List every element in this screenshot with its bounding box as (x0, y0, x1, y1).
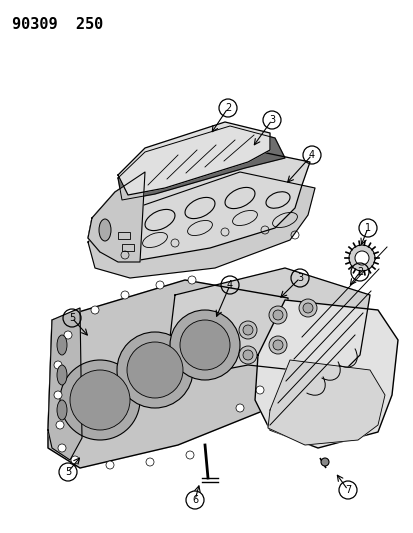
Polygon shape (88, 148, 309, 260)
Circle shape (354, 251, 368, 265)
Circle shape (146, 458, 154, 466)
Circle shape (348, 245, 374, 271)
Polygon shape (88, 172, 145, 262)
Text: 3: 3 (296, 273, 302, 283)
Polygon shape (168, 268, 369, 375)
Ellipse shape (99, 219, 111, 241)
Text: 4: 4 (308, 150, 314, 160)
Text: 7: 7 (344, 485, 350, 495)
Circle shape (185, 451, 194, 459)
Text: 5: 5 (69, 313, 75, 323)
Circle shape (71, 456, 79, 464)
Text: 5: 5 (65, 467, 71, 477)
Circle shape (180, 320, 230, 370)
Circle shape (117, 332, 192, 408)
Circle shape (302, 303, 312, 313)
Circle shape (268, 336, 286, 354)
Circle shape (54, 361, 62, 369)
Text: 6: 6 (192, 495, 197, 505)
Circle shape (127, 342, 183, 398)
Circle shape (60, 360, 140, 440)
Text: 4: 4 (226, 280, 233, 290)
Polygon shape (48, 308, 82, 460)
Ellipse shape (57, 365, 67, 385)
Circle shape (188, 276, 195, 284)
Polygon shape (88, 172, 314, 278)
Circle shape (54, 391, 62, 399)
Text: 90309  250: 90309 250 (12, 17, 103, 32)
Circle shape (238, 321, 256, 339)
Circle shape (238, 346, 256, 364)
Circle shape (235, 404, 243, 412)
Circle shape (64, 331, 72, 339)
Circle shape (272, 340, 282, 350)
Polygon shape (48, 280, 287, 468)
Circle shape (242, 350, 252, 360)
Circle shape (268, 306, 286, 324)
Circle shape (320, 458, 328, 466)
Text: 2: 2 (356, 267, 362, 277)
Text: 1: 1 (364, 223, 370, 233)
Circle shape (91, 306, 99, 314)
Circle shape (170, 310, 240, 380)
Circle shape (242, 325, 252, 335)
Polygon shape (254, 300, 397, 448)
Text: 2: 2 (224, 103, 230, 113)
Ellipse shape (57, 400, 67, 420)
Circle shape (121, 291, 129, 299)
Polygon shape (118, 122, 269, 195)
Circle shape (70, 370, 130, 430)
Circle shape (156, 281, 164, 289)
Ellipse shape (57, 335, 67, 355)
Circle shape (298, 299, 316, 317)
Text: 3: 3 (268, 115, 274, 125)
Circle shape (58, 444, 66, 452)
Circle shape (106, 461, 114, 469)
Polygon shape (267, 360, 384, 445)
Polygon shape (118, 126, 284, 200)
Circle shape (272, 310, 282, 320)
Circle shape (56, 421, 64, 429)
Bar (122, 244, 134, 251)
Bar (118, 232, 130, 239)
Circle shape (255, 386, 263, 394)
